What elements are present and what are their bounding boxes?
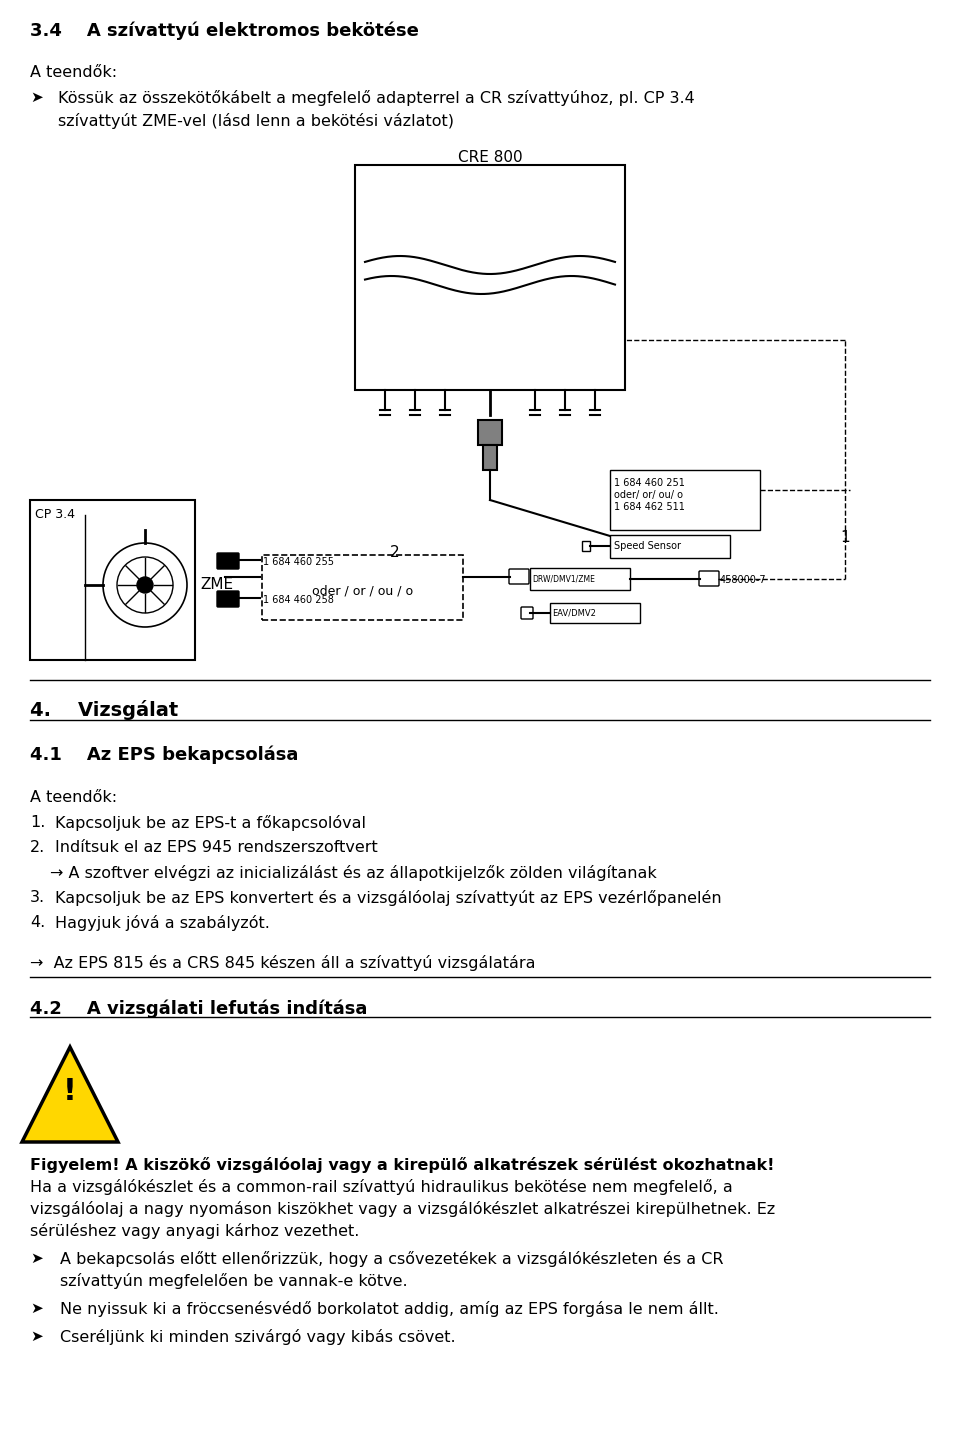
FancyBboxPatch shape <box>217 553 239 569</box>
Text: A teendők:: A teendők: <box>30 790 117 804</box>
Text: 1 684 462 511: 1 684 462 511 <box>614 503 684 513</box>
Text: oder / or / ou / o: oder / or / ou / o <box>312 583 413 596</box>
Text: szívattyún megfelelően be vannak-e kötve.: szívattyún megfelelően be vannak-e kötve… <box>60 1274 408 1289</box>
Text: → A szoftver elvégzi az inicializálást és az állapotkijelzők zölden világítanak: → A szoftver elvégzi az inicializálást é… <box>50 865 657 881</box>
Bar <box>550 604 640 622</box>
Text: Kapcsoljuk be az EPS-t a főkapcsolóval: Kapcsoljuk be az EPS-t a főkapcsolóval <box>55 814 366 830</box>
Text: EAV/DMV2: EAV/DMV2 <box>552 609 596 618</box>
Bar <box>355 165 625 390</box>
Text: 4.2    A vizsgálati lefutás indítása: 4.2 A vizsgálati lefutás indítása <box>30 999 368 1018</box>
Text: 1 684 460 255: 1 684 460 255 <box>263 557 334 567</box>
Text: !: ! <box>63 1077 77 1106</box>
Text: 4.    Vizsgálat: 4. Vizsgálat <box>30 700 179 721</box>
Bar <box>262 554 463 619</box>
Bar <box>483 445 497 469</box>
Text: Speed Sensor: Speed Sensor <box>614 542 681 552</box>
Text: Hagyjuk jóvá a szabályzót.: Hagyjuk jóvá a szabályzót. <box>55 915 270 931</box>
Text: 1 684 460 258: 1 684 460 258 <box>263 595 334 605</box>
Text: Indítsuk el az EPS 945 rendszerszoftvert: Indítsuk el az EPS 945 rendszerszoftvert <box>55 840 377 855</box>
Text: DRW/DMV1/ZME: DRW/DMV1/ZME <box>532 575 595 583</box>
FancyBboxPatch shape <box>509 569 529 583</box>
Text: vizsgálóolaj a nagy nyomáson kiszökhet vagy a vizsgálókészlet alkatrészei kirepü: vizsgálóolaj a nagy nyomáson kiszökhet v… <box>30 1201 776 1217</box>
Polygon shape <box>22 1047 118 1142</box>
FancyBboxPatch shape <box>217 591 239 606</box>
Text: 1: 1 <box>840 530 850 544</box>
FancyBboxPatch shape <box>699 570 719 586</box>
Text: sérüléshez vagy anyagi kárhoz vezethet.: sérüléshez vagy anyagi kárhoz vezethet. <box>30 1223 359 1239</box>
Text: 2: 2 <box>390 544 399 560</box>
Text: ➤: ➤ <box>30 1328 43 1344</box>
Text: 3.4    A szívattyú elektromos bekötése: 3.4 A szívattyú elektromos bekötése <box>30 22 419 40</box>
Text: ZME: ZME <box>200 578 233 592</box>
Text: 3.: 3. <box>30 890 45 905</box>
Bar <box>610 469 760 530</box>
Text: A bekapcsolás előtt ellenőrizzük, hogy a csővezetékek a vizsgálókészleten és a C: A bekapcsolás előtt ellenőrizzük, hogy a… <box>60 1251 724 1266</box>
Text: A teendők:: A teendők: <box>30 65 117 79</box>
Text: →  Az EPS 815 és a CRS 845 készen áll a szívattyú vizsgálatára: → Az EPS 815 és a CRS 845 készen áll a s… <box>30 954 536 970</box>
Text: Ne nyissuk ki a fröccsenésvédő borkolatot addig, amíg az EPS forgása le nem állt: Ne nyissuk ki a fröccsenésvédő borkolato… <box>60 1301 719 1317</box>
Text: ➤: ➤ <box>30 1251 43 1266</box>
Bar <box>530 567 630 591</box>
Text: Kössük az összekötőkábelt a megfelelő adapterrel a CR szívattyúhoz, pl. CP 3.4: Kössük az összekötőkábelt a megfelelő ad… <box>58 90 695 105</box>
Text: 458000-7: 458000-7 <box>720 575 767 585</box>
Text: 2.: 2. <box>30 840 45 855</box>
Text: ➤: ➤ <box>30 1301 43 1315</box>
Text: CP 3.4: CP 3.4 <box>35 508 75 521</box>
Text: 1.: 1. <box>30 814 45 830</box>
Text: 4.1    Az EPS bekapcsolása: 4.1 Az EPS bekapcsolása <box>30 745 299 764</box>
Bar <box>610 534 730 557</box>
FancyBboxPatch shape <box>521 606 533 619</box>
Text: ➤: ➤ <box>30 90 43 105</box>
Text: Cseréljünk ki minden szivárgó vagy kibás csövet.: Cseréljünk ki minden szivárgó vagy kibás… <box>60 1328 456 1344</box>
Text: oder/ or/ ou/ o: oder/ or/ ou/ o <box>614 490 683 500</box>
Text: Kapcsoljuk be az EPS konvertert és a vizsgálóolaj szívattyút az EPS vezérlőpanel: Kapcsoljuk be az EPS konvertert és a viz… <box>55 890 722 905</box>
Circle shape <box>137 578 153 593</box>
Text: Figyelem! A kiszökő vizsgálóolaj vagy a kirepülő alkatrészek sérülést okozhatnak: Figyelem! A kiszökő vizsgálóolaj vagy a … <box>30 1157 775 1173</box>
Text: 4.: 4. <box>30 915 45 930</box>
Text: CRE 800: CRE 800 <box>458 150 522 165</box>
Text: szívattyút ZME-vel (lásd lenn a bekötési vázlatot): szívattyút ZME-vel (lásd lenn a bekötési… <box>58 113 454 129</box>
Bar <box>582 542 590 552</box>
Bar <box>30 500 195 660</box>
Text: Ha a vizsgálókészlet és a common-rail szívattyú hidraulikus bekötése nem megfele: Ha a vizsgálókészlet és a common-rail sz… <box>30 1178 732 1196</box>
Text: 1 684 460 251: 1 684 460 251 <box>614 478 684 488</box>
Bar <box>478 420 502 445</box>
